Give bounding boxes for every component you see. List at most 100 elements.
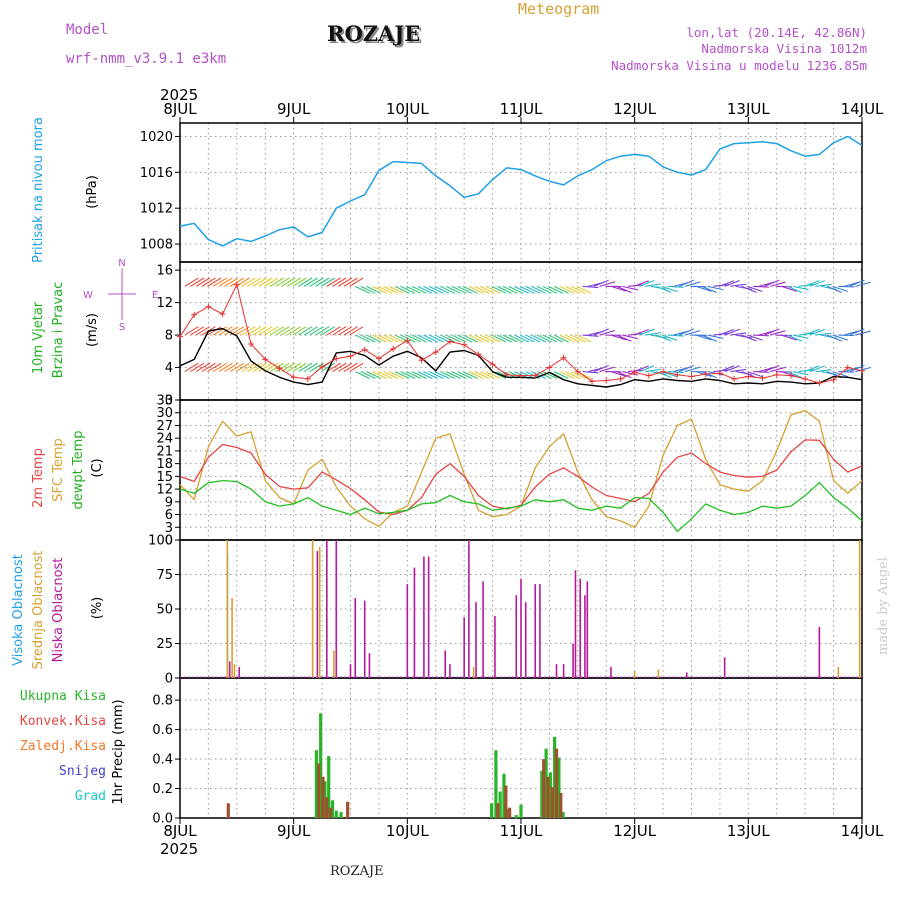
wind-barb (610, 334, 627, 341)
wind-barb (730, 368, 747, 373)
wind-gust-marker (518, 372, 524, 379)
wind-barb (639, 279, 655, 287)
wind-gust-marker (191, 311, 198, 318)
y-tick-label: 9 (165, 495, 173, 510)
wind-barb (417, 285, 433, 294)
wind-barb (377, 334, 393, 343)
model-elevation-label: Nadmorska Visina u modelu 1236.85m (611, 58, 867, 73)
wind-gust-marker (859, 367, 865, 374)
wind-barb (724, 328, 740, 336)
wind-gust-marker (802, 375, 809, 382)
wind-barb (764, 364, 780, 373)
y-tick-label: 15 (156, 470, 173, 485)
y-tick-label: 0 (165, 394, 173, 409)
wind-barb (718, 328, 735, 336)
wind-gust-marker (603, 377, 610, 384)
x-tick-label-top: 14JUL (841, 100, 884, 118)
wind-barb (434, 371, 450, 380)
cloud-ylabel-low: Niska Oblacnost (51, 558, 66, 663)
wind-barb (195, 326, 211, 336)
wind-barb (224, 277, 239, 287)
wind-gust-marker (418, 357, 425, 364)
wind-gust-marker (475, 351, 482, 358)
wind-barb (337, 362, 353, 373)
wind-barb (553, 334, 569, 343)
wind-barb (474, 285, 490, 294)
x-tick-label-top: 12JUL (613, 100, 656, 118)
wind-gust-marker (830, 376, 837, 383)
wind-barb (525, 334, 541, 343)
wind-barb (241, 326, 256, 336)
wind-barb (264, 277, 279, 287)
wind-barb (741, 334, 757, 342)
wind-barb (275, 277, 290, 287)
coords-label: lon,lat (20.14E, 42.86N) (686, 25, 867, 40)
compass-east: E (152, 290, 158, 301)
wind-barb (531, 334, 547, 343)
wind-barb (309, 362, 324, 373)
wind-barb (468, 334, 484, 343)
wind-barb (536, 285, 552, 294)
wind-barb (320, 326, 336, 336)
wind-barb (849, 364, 865, 373)
wind-barb (497, 334, 512, 343)
precip-ylabel: 1hr Precip (mm) (111, 699, 126, 804)
low-cloud-bar (475, 602, 477, 678)
wind-barb (207, 277, 222, 287)
wind-barb (224, 326, 239, 336)
x-tick-label-top: 13JUL (727, 100, 770, 118)
wind-barb (480, 285, 495, 294)
total-precip-bar (314, 750, 318, 818)
x-tick-label-bottom: 13JUL (727, 822, 770, 840)
low-cloud-bar (354, 597, 357, 678)
wind-barb (428, 285, 444, 294)
wind-barb (502, 334, 518, 343)
total-precip-bar (319, 713, 323, 818)
low-cloud-bar (368, 653, 371, 678)
temp-2m-line (179, 439, 863, 516)
wind-barb (849, 279, 865, 287)
low-cloud-bar (335, 540, 338, 678)
wind-barb (184, 362, 199, 373)
wind-barb (508, 285, 524, 294)
y-tick-label: 75 (156, 568, 173, 583)
wind-barb (275, 326, 290, 336)
cloud-ylabel-mid: Srednja Oblacnost (31, 551, 46, 670)
wind-barb (610, 285, 627, 292)
wind-barb (275, 362, 290, 373)
low-cloud-bar (562, 664, 565, 678)
x-tick-label-bottom: 8JUL (163, 822, 197, 840)
wind-barb (849, 328, 865, 336)
wind-barb (559, 285, 575, 294)
wind-barb (241, 277, 256, 287)
wind-barb (428, 371, 444, 380)
wind-barb (303, 362, 319, 373)
total-precip-bar (327, 756, 331, 818)
precip-legend-freezing: Zaledj.Kisa (20, 739, 106, 754)
wind-barb (366, 285, 382, 294)
wind-barb (354, 371, 370, 380)
y-tick-label: 33 (156, 394, 173, 409)
conv-precip-bar (554, 748, 559, 818)
wind-barb (815, 369, 832, 373)
wind-barb (542, 285, 558, 294)
wind-barb (599, 329, 616, 336)
precip-legend-total: Ukupna Kisa (20, 689, 106, 704)
wind-barb (400, 285, 416, 294)
wind-barb (559, 334, 575, 343)
footer-station: ROZAJE (330, 864, 384, 879)
wind-barb (207, 362, 222, 373)
wind-barb (298, 362, 313, 373)
wind-gust-marker (816, 379, 823, 386)
wind-barb (184, 277, 199, 287)
wind-barb (286, 277, 301, 287)
x-tick-label-bottom: 10JUL (386, 822, 429, 840)
conv-precip-bar (550, 787, 554, 818)
wind-barb (281, 362, 296, 373)
wind-barb (832, 334, 848, 341)
wind-barb (826, 334, 842, 342)
sfc-temp-line (179, 409, 863, 528)
y-tick-label: 18 (156, 457, 173, 472)
wind-barb (315, 326, 330, 336)
wind-barb (326, 326, 341, 336)
